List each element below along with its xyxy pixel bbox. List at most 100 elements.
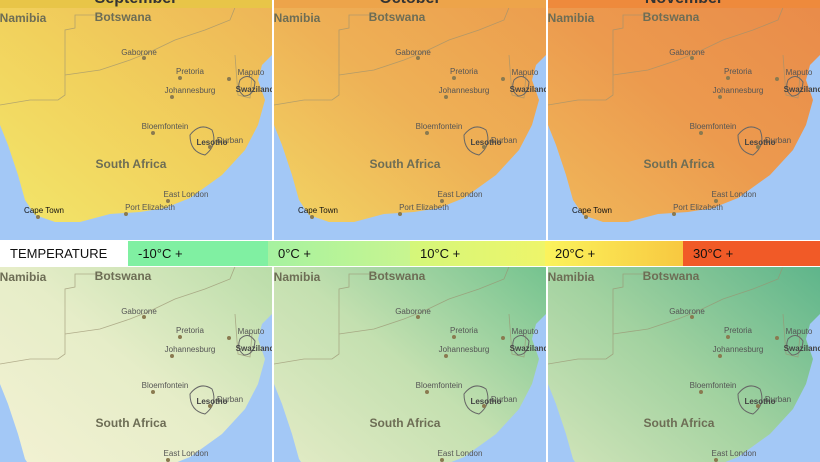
border	[737, 76, 804, 156]
map: Gaborone Pretoria Johannesburg Maputo Bloemf…	[274, 267, 546, 462]
city-label: Durban	[765, 395, 791, 404]
city-dot	[416, 315, 420, 319]
city-dot	[452, 335, 456, 339]
country-label: Botswana	[95, 10, 152, 24]
city-label: East London	[712, 449, 757, 458]
city-label: Bloemfontein	[690, 381, 737, 390]
city-dot	[726, 76, 730, 80]
map-panel: Gaborone Pretoria Johannesburg Maputo Bloemf…	[0, 0, 272, 240]
map-panel: Gaborone Pretoria Johannesburg Maputo Bloemf…	[548, 0, 820, 240]
city-label: Gaborone	[121, 307, 157, 316]
city-dot	[756, 404, 760, 408]
map: Gaborone Pretoria Johannesburg Maputo Bloemf…	[274, 0, 546, 240]
land	[274, 0, 546, 222]
city-dot	[425, 390, 429, 394]
city-label: East London	[164, 449, 209, 458]
border	[189, 76, 256, 156]
city-label: Cape Town	[572, 206, 612, 215]
city-label: Durban	[217, 136, 243, 145]
country-label: Botswana	[643, 10, 700, 24]
country-label: South Africa	[644, 157, 715, 171]
city-label: East London	[438, 190, 483, 199]
city-dot	[440, 199, 444, 203]
city-label: Maputo	[512, 68, 539, 77]
city-dot	[36, 215, 40, 219]
map-layer: Gaborone Pretoria Johannesburg Maputo Bloemf…	[0, 267, 272, 462]
month-header: October	[379, 0, 440, 7]
city-label: Gaborone	[395, 307, 431, 316]
city-label: Pretoria	[724, 67, 753, 76]
border	[463, 335, 530, 415]
city-label: Johannesburg	[439, 86, 490, 95]
city-dot	[227, 336, 231, 340]
city-dot	[208, 145, 212, 149]
city-dot	[178, 76, 182, 80]
city-label: Johannesburg	[165, 345, 216, 354]
country-label: Namibia	[548, 11, 595, 25]
border	[463, 76, 530, 156]
country-label: Botswana	[95, 269, 152, 283]
country-label: Namibia	[274, 11, 321, 25]
header-bar	[274, 0, 546, 8]
city-label: Bloemfontein	[142, 122, 189, 131]
city-dot	[501, 336, 505, 340]
city-dot	[166, 458, 170, 462]
city-label: Maputo	[786, 68, 813, 77]
city-label: Port Elizabeth	[673, 203, 723, 212]
country-label: Swaziland	[236, 344, 272, 353]
header-bar	[0, 0, 272, 8]
country-label: Swaziland	[784, 85, 820, 94]
country-label: South Africa	[96, 416, 167, 430]
city-dot	[714, 458, 718, 462]
city-dot	[425, 131, 429, 135]
country-label: Namibia	[0, 270, 47, 284]
country-label: Lesotho	[470, 397, 501, 406]
city-dot	[440, 458, 444, 462]
city-dot	[672, 212, 676, 216]
city-label: Pretoria	[724, 326, 753, 335]
city-dot	[208, 404, 212, 408]
city-dot	[142, 56, 146, 60]
country-label: Swaziland	[236, 85, 272, 94]
land	[0, 267, 272, 462]
city-dot	[452, 76, 456, 80]
city-label: Pretoria	[176, 67, 205, 76]
legend-item: 10°C +	[410, 241, 545, 266]
city-label: Johannesburg	[165, 86, 216, 95]
country-label: Swaziland	[510, 85, 546, 94]
city-dot	[690, 56, 694, 60]
city-label: Durban	[491, 136, 517, 145]
city-dot	[699, 131, 703, 135]
country-label: Swaziland	[784, 344, 820, 353]
legend-title: TEMPERATURE	[0, 241, 128, 266]
map: Gaborone Pretoria Johannesburg Maputo Bloemf…	[548, 267, 820, 462]
city-dot	[398, 212, 402, 216]
legend-item: 30°C +	[683, 241, 820, 266]
city-dot	[170, 354, 174, 358]
city-dot	[775, 77, 779, 81]
legend-item: -10°C +	[128, 241, 268, 266]
city-label: Johannesburg	[713, 86, 764, 95]
map-panel: Gaborone Pretoria Johannesburg Maputo Bloemf…	[548, 267, 820, 462]
country-label: Namibia	[548, 270, 595, 284]
city-label: Port Elizabeth	[399, 203, 449, 212]
city-dot	[151, 390, 155, 394]
map-panel: Gaborone Pretoria Johannesburg Maputo Bloemf…	[274, 267, 546, 462]
city-label: Pretoria	[450, 326, 479, 335]
city-dot	[151, 131, 155, 135]
city-label: East London	[164, 190, 209, 199]
city-dot	[482, 145, 486, 149]
city-dot	[718, 95, 722, 99]
header-bar	[548, 0, 820, 8]
city-label: Cape Town	[298, 206, 338, 215]
country-label: Botswana	[369, 10, 426, 24]
city-dot	[142, 315, 146, 319]
city-dot	[726, 335, 730, 339]
city-label: Pretoria	[450, 67, 479, 76]
city-label: Cape Town	[24, 206, 64, 215]
city-dot	[310, 215, 314, 219]
city-dot	[756, 145, 760, 149]
legend-item: 0°C +	[268, 241, 410, 266]
city-dot	[170, 95, 174, 99]
border	[737, 335, 804, 415]
